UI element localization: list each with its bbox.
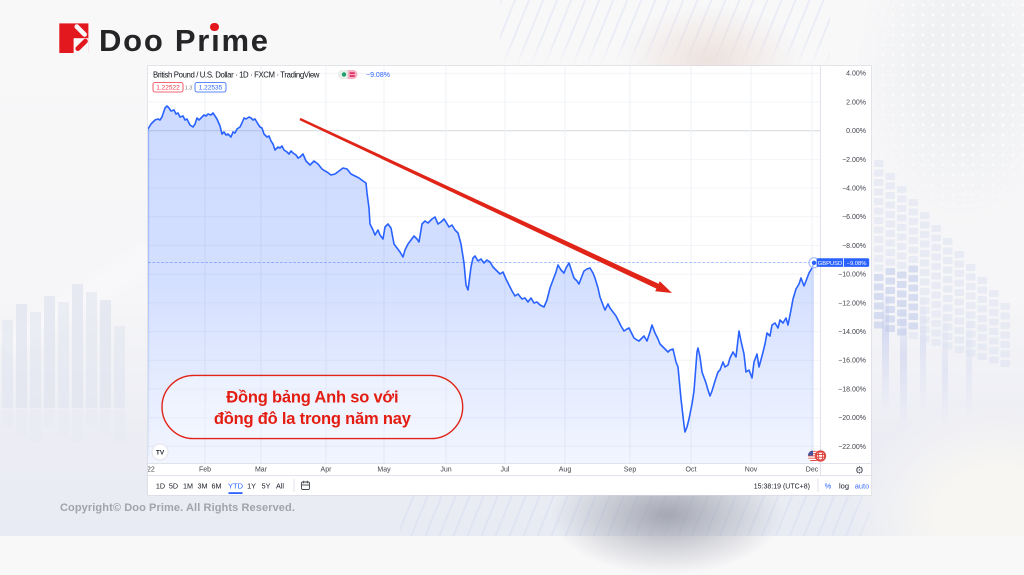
svg-text:YTD: YTD xyxy=(228,482,244,491)
svg-text:1.22535: 1.22535 xyxy=(199,85,223,92)
svg-text:May: May xyxy=(377,467,391,474)
svg-text:15:38:19 (UTC+8): 15:38:19 (UTC+8) xyxy=(754,483,810,490)
svg-text:−22.00%: −22.00% xyxy=(838,444,866,451)
svg-text:Feb: Feb xyxy=(199,467,211,474)
svg-text:6M: 6M xyxy=(212,482,222,491)
svg-text:−8.00%: −8.00% xyxy=(842,243,866,250)
svg-text:−9.08%: −9.08% xyxy=(847,261,867,267)
svg-text:Jul: Jul xyxy=(501,467,510,474)
svg-text:Oct: Oct xyxy=(686,467,697,474)
svg-text:GBPUSD: GBPUSD xyxy=(818,261,842,267)
svg-text:−16.00%: −16.00% xyxy=(838,358,866,365)
svg-text:All: All xyxy=(276,482,284,491)
svg-text:Aug: Aug xyxy=(559,467,572,474)
svg-text:Apr: Apr xyxy=(321,467,333,474)
svg-text:−4.00%: −4.00% xyxy=(842,186,866,193)
svg-text:1.3: 1.3 xyxy=(185,85,193,91)
svg-text:%: % xyxy=(825,482,832,491)
svg-text:Nov: Nov xyxy=(745,467,758,474)
svg-text:−6.00%: −6.00% xyxy=(842,214,866,221)
svg-text:1D: 1D xyxy=(156,482,165,491)
svg-text:log: log xyxy=(839,482,849,491)
svg-text:1.22522: 1.22522 xyxy=(156,85,180,92)
svg-text:−14.00%: −14.00% xyxy=(838,329,866,336)
svg-text:1Y: 1Y xyxy=(247,482,256,491)
svg-text:Đồng bảng Anh so với: Đồng bảng Anh so với xyxy=(226,388,398,406)
svg-text:Jun: Jun xyxy=(440,467,451,474)
svg-text:Mar: Mar xyxy=(255,467,268,474)
svg-text:−10.00%: −10.00% xyxy=(838,272,866,279)
svg-text:−18.00%: −18.00% xyxy=(838,386,866,393)
svg-text:0.00%: 0.00% xyxy=(846,128,866,135)
svg-text:−2.00%: −2.00% xyxy=(842,157,866,164)
svg-text:5D: 5D xyxy=(169,482,178,491)
svg-text:5Y: 5Y xyxy=(262,482,271,491)
svg-text:British Pound / U.S. Dollar ·: British Pound / U.S. Dollar · 1D · FXCM … xyxy=(153,70,320,79)
svg-text:Dec: Dec xyxy=(806,467,819,474)
svg-text:−20.00%: −20.00% xyxy=(838,415,866,422)
svg-text:−9.08%: −9.08% xyxy=(366,72,390,79)
svg-text:TV: TV xyxy=(156,450,165,457)
svg-text:Sep: Sep xyxy=(624,467,637,474)
svg-text:22: 22 xyxy=(148,467,155,474)
svg-text:đồng đô la trong năm nay: đồng đô la trong năm nay xyxy=(214,410,412,428)
svg-text:−12.00%: −12.00% xyxy=(838,300,866,307)
svg-text:2.00%: 2.00% xyxy=(846,99,866,106)
svg-text:1M: 1M xyxy=(183,482,193,491)
svg-text:3M: 3M xyxy=(198,482,208,491)
svg-text:4.00%: 4.00% xyxy=(846,71,866,78)
